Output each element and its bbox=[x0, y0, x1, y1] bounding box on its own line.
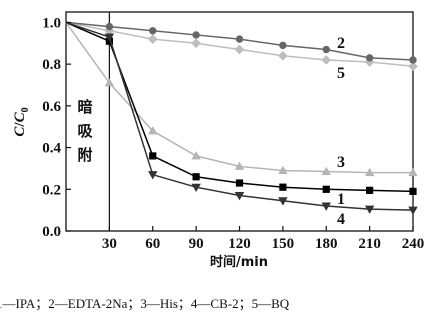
data-point bbox=[364, 167, 375, 177]
data-point bbox=[148, 171, 158, 180]
tick-group: 0.0 0.2 0.4 0.6 0.8 1.0 30 60 90 120 150 180 210 240 bbox=[42, 15, 424, 252]
data-point bbox=[191, 151, 201, 160]
data-point bbox=[235, 35, 244, 43]
series-label-3: 3 bbox=[337, 154, 345, 171]
data-point bbox=[192, 173, 200, 181]
data-point bbox=[278, 50, 288, 61]
series-label-1: 1 bbox=[337, 191, 345, 208]
y-tick-label: 0.6 bbox=[42, 99, 61, 115]
y-tick-label: 0.8 bbox=[42, 57, 61, 73]
series-5 bbox=[65, 21, 418, 72]
data-point bbox=[409, 56, 417, 64]
data-point bbox=[364, 205, 375, 214]
annotation-char: 吸 bbox=[77, 122, 93, 140]
plot-area: 0.00.20.40.60.81.030 60 90 120 150 180 210 240 … bbox=[42, 11, 424, 252]
data-point bbox=[408, 167, 418, 177]
data-point bbox=[322, 45, 330, 54]
data-point bbox=[234, 44, 245, 55]
data-point bbox=[321, 55, 332, 65]
data-point bbox=[191, 38, 201, 49]
data-point bbox=[321, 166, 331, 176]
x-tick-label: 120 bbox=[228, 236, 251, 252]
data-point bbox=[147, 34, 158, 44]
series-3 bbox=[65, 21, 418, 177]
data-point bbox=[104, 33, 115, 42]
x-axis-label: 时间/min bbox=[210, 254, 268, 270]
x-tick-label: 210 bbox=[358, 236, 381, 252]
data-point bbox=[234, 161, 245, 170]
series-2 bbox=[65, 21, 417, 64]
x-tick-label: 90 bbox=[189, 236, 204, 252]
data-point bbox=[366, 186, 374, 194]
data-point bbox=[104, 78, 115, 87]
data-point bbox=[279, 183, 287, 191]
y-tick-label: 0.0 bbox=[42, 224, 61, 240]
y-tick-label: 0.4 bbox=[42, 141, 61, 157]
data-point bbox=[149, 152, 157, 160]
data-point bbox=[409, 187, 417, 195]
data-point bbox=[191, 183, 201, 193]
data-point bbox=[279, 41, 287, 50]
series-1 bbox=[65, 21, 417, 195]
x-tick-label: 30 bbox=[102, 236, 117, 252]
svg-text:C/C0: C/C0 bbox=[12, 107, 31, 136]
dark-adsorption-annotation: 暗吸附 bbox=[77, 98, 93, 164]
y-axis-label-sub: 0 bbox=[20, 107, 31, 112]
series-4 bbox=[65, 21, 418, 215]
annotation-char: 暗 bbox=[77, 98, 92, 116]
data-point bbox=[148, 126, 158, 135]
x-tick-label: 150 bbox=[272, 236, 295, 252]
data-point bbox=[408, 206, 418, 215]
data-point bbox=[192, 31, 200, 39]
y-axis-label-c: C bbox=[12, 126, 28, 137]
y-tick-label: 0.2 bbox=[42, 182, 61, 198]
x-tick-label: 180 bbox=[315, 236, 338, 252]
annotation-char: 附 bbox=[77, 146, 92, 164]
legend-caption: 1—IPA；2—EDTA-2Na；3—His；4—CB-2；5—BQ bbox=[0, 296, 290, 312]
data-point bbox=[278, 165, 288, 175]
series-label-group: 1 2 3 4 5 bbox=[337, 35, 345, 228]
y-axis-label-c0: C bbox=[12, 111, 28, 122]
y-axis-label-slash: / bbox=[12, 122, 28, 128]
data-point bbox=[105, 22, 114, 31]
data-point bbox=[149, 27, 157, 35]
data-point bbox=[408, 61, 418, 72]
data-point bbox=[365, 54, 374, 62]
data-point bbox=[235, 179, 244, 187]
series-label-5: 5 bbox=[337, 65, 345, 82]
y-axis-label: C/C0 bbox=[12, 107, 31, 136]
data-point bbox=[321, 202, 331, 211]
series-group bbox=[65, 21, 418, 215]
y-tick-label: 1.0 bbox=[42, 15, 61, 31]
series-label-2: 2 bbox=[337, 35, 345, 52]
x-tick-label: 240 bbox=[402, 236, 425, 252]
data-point bbox=[278, 197, 288, 206]
data-point bbox=[234, 192, 245, 201]
data-point bbox=[364, 57, 375, 67]
data-point bbox=[322, 185, 330, 193]
series-label-4: 4 bbox=[337, 211, 345, 228]
x-tick-label: 60 bbox=[145, 236, 160, 252]
